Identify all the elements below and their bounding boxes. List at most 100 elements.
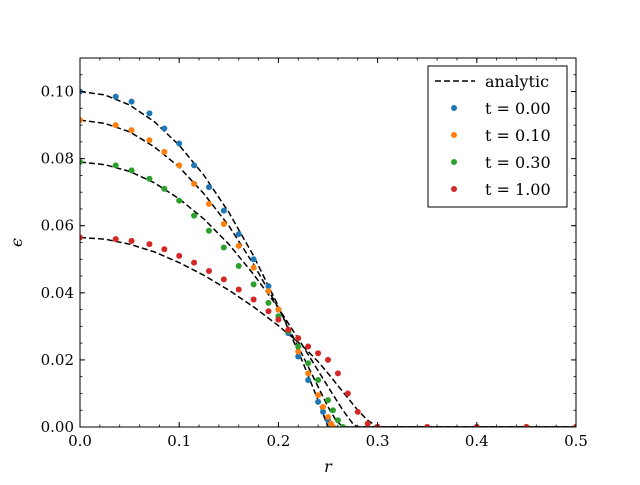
series-1-point	[128, 98, 135, 105]
legend-swatch-1	[451, 105, 457, 111]
series-2-point	[320, 403, 327, 410]
series-3-point	[305, 360, 312, 367]
series-3-point	[235, 262, 242, 269]
series-2-point	[146, 137, 153, 144]
series-1-point	[205, 184, 212, 191]
x-tick-label: 0.0	[68, 432, 92, 450]
axis-ticks: 0.0 0.1 0.2 0.3 0.4 0.5 0.00 0.02 0.04 0.06 0.08 0.…	[41, 57, 588, 450]
series-4-point	[364, 420, 371, 427]
x-tick-label: 0.5	[564, 432, 588, 450]
y-tick-label: 0.02	[41, 351, 74, 369]
series-4-point	[250, 296, 257, 303]
series-4-point	[128, 237, 135, 244]
series-3-point	[176, 197, 183, 204]
legend-label-0: analytic	[485, 72, 549, 91]
x-axis-label: r	[324, 457, 333, 476]
legend-swatch-3	[451, 159, 457, 165]
series-2-point	[250, 264, 257, 271]
series-4-point	[325, 356, 331, 363]
series-4-point	[176, 252, 183, 259]
series-3-point	[329, 407, 336, 414]
series-4-point	[112, 236, 119, 243]
series-1-point	[112, 93, 119, 100]
series-3-point	[295, 343, 302, 350]
series-2-point	[205, 200, 212, 207]
series-2-point	[325, 413, 331, 420]
series-3-point	[325, 397, 331, 404]
series-2-point	[128, 127, 135, 134]
series-2-point	[295, 348, 302, 355]
series-3-point	[80, 158, 83, 165]
series-3-point	[265, 299, 272, 306]
series-2-point	[265, 288, 272, 295]
series-2-point	[275, 306, 282, 313]
series-1-point	[265, 283, 272, 290]
legend-label-4: t = 1.00	[485, 180, 551, 199]
x-tick-label: 0.1	[167, 432, 191, 450]
series-1-point	[305, 377, 312, 384]
legend-swatch-2	[451, 132, 457, 138]
series-2-point	[112, 122, 119, 129]
legend-label-2: t = 0.10	[485, 126, 551, 145]
series-4-point	[305, 343, 312, 350]
x-tick-label: 0.2	[266, 432, 290, 450]
series-4-point	[220, 276, 227, 283]
series-2-point	[161, 148, 168, 155]
legend-label-3: t = 0.30	[485, 153, 551, 172]
series-2-point	[315, 392, 322, 399]
series-4-point	[146, 241, 153, 248]
series-4-point	[191, 259, 198, 266]
series-4-point	[235, 286, 242, 293]
series-3-point	[128, 167, 135, 174]
y-tick-label: 0.08	[41, 150, 74, 168]
series-4-point	[295, 335, 302, 342]
series-1-point	[176, 140, 183, 147]
series-1-point	[295, 353, 302, 360]
series-1-point	[235, 231, 242, 238]
series-4-point	[275, 316, 282, 323]
series-2-point	[305, 370, 312, 377]
series-3-point	[339, 424, 346, 427]
x-tick-label: 0.4	[465, 432, 489, 450]
series-4-point	[80, 234, 83, 241]
series-1-point	[315, 398, 322, 405]
series-3-point	[220, 244, 227, 251]
series-4-point	[161, 246, 168, 253]
legend-label-1: t = 0.00	[485, 99, 551, 118]
series-4-point	[523, 424, 530, 427]
y-tick-label: 0.04	[41, 284, 74, 302]
legend-swatch-4	[451, 186, 457, 192]
series-2-point	[80, 117, 83, 124]
series-3-point	[315, 377, 322, 384]
series-4-point	[334, 370, 341, 377]
series-4-point	[424, 424, 431, 427]
series-2-point	[220, 221, 227, 228]
series-3-point	[191, 212, 198, 219]
series-3-point	[161, 185, 168, 192]
series-2-point	[329, 424, 336, 427]
series-4-point	[315, 350, 322, 357]
series-3-point	[146, 175, 153, 182]
series-4-point	[344, 390, 351, 397]
legend: analytic t = 0.00 t = 0.10 t = 0.30 t = 1.00	[427, 65, 568, 208]
series-2-point	[191, 180, 198, 187]
legend-box	[427, 65, 568, 208]
y-tick-label: 0.10	[41, 83, 74, 101]
series-3-point	[112, 162, 119, 169]
y-tick-label: 0.00	[41, 418, 74, 436]
series-1-point	[191, 162, 198, 169]
series-4-point	[265, 308, 272, 315]
series-1-point	[320, 408, 327, 415]
series-3-point	[250, 281, 257, 288]
series-4-point	[285, 326, 292, 333]
series-4-point	[354, 408, 361, 415]
series-3-point	[334, 417, 341, 424]
series-2-point	[176, 162, 183, 169]
y-tick-label: 0.06	[41, 217, 74, 235]
series-4-point	[205, 268, 212, 275]
series-1-point	[161, 125, 168, 132]
y-axis-label: ϵ	[7, 238, 26, 247]
series-1-point	[250, 256, 257, 263]
series-4-point	[573, 424, 576, 427]
